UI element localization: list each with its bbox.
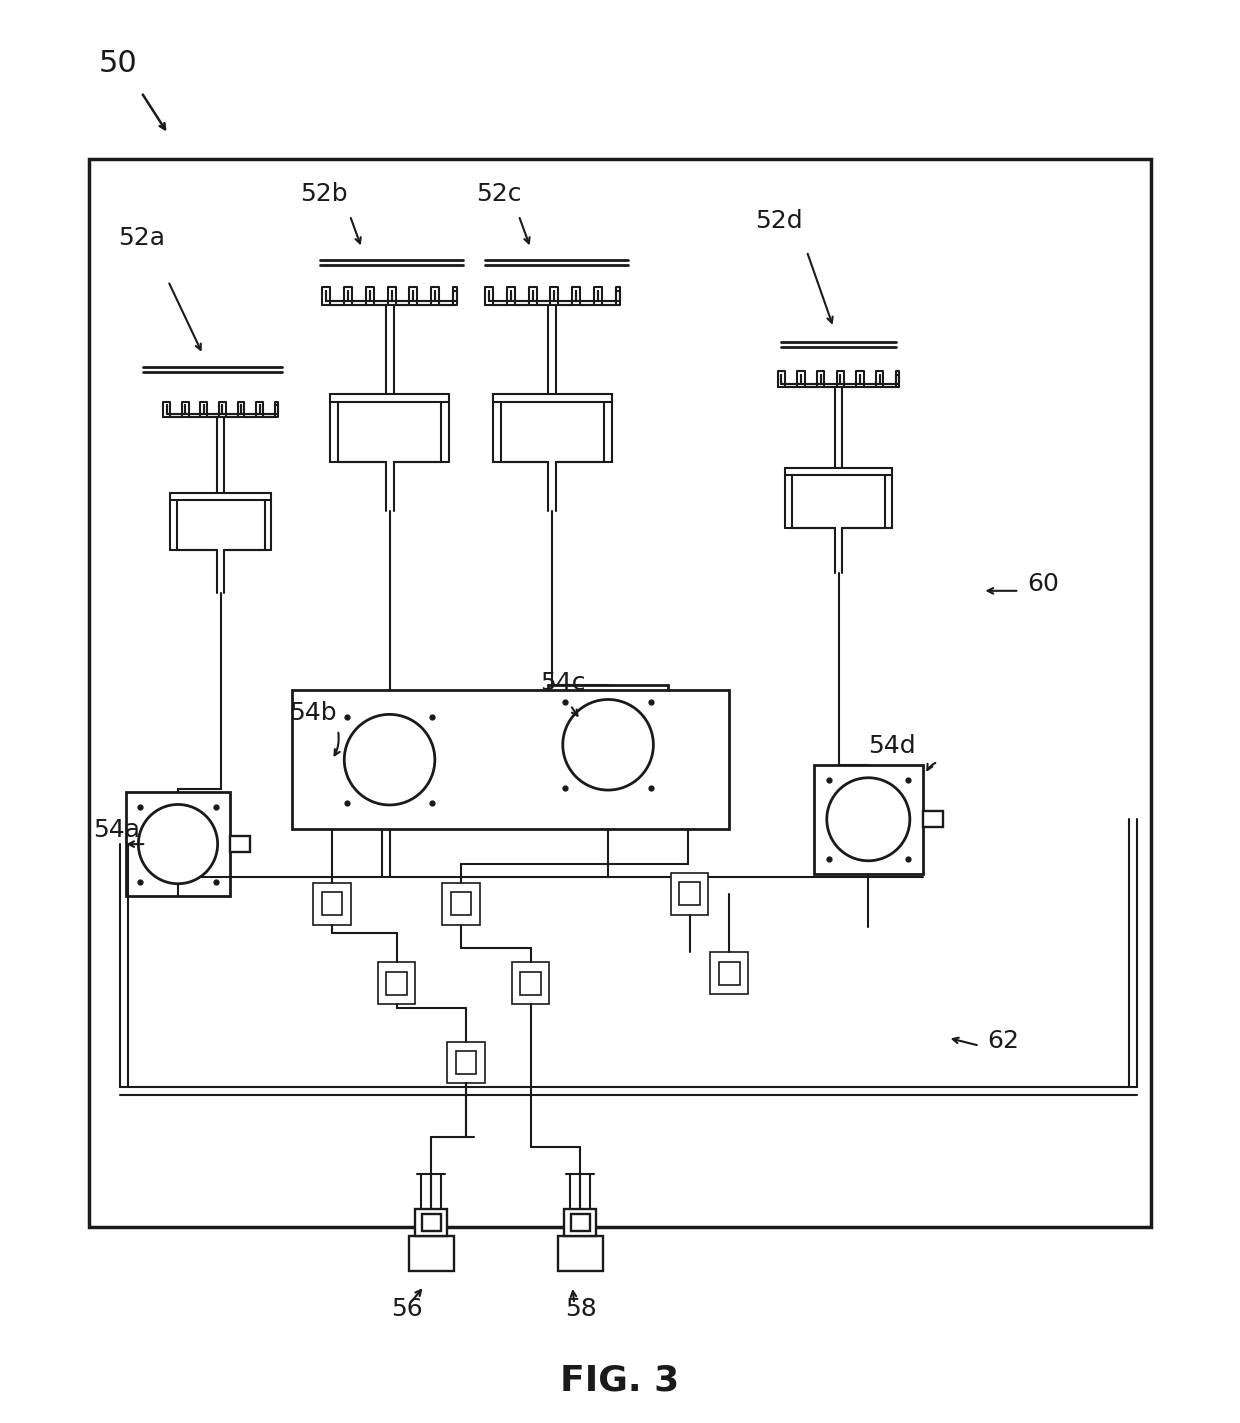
Text: 52d: 52d [755,209,802,233]
Bar [415,1208,448,1237]
Text: 52b: 52b [300,182,347,206]
Bar [558,1237,603,1271]
Bar [88,159,1152,1227]
Text: 50: 50 [98,50,138,78]
Bar [321,892,342,915]
Bar [125,793,231,896]
Bar [570,1214,590,1231]
Text: 54d: 54d [868,734,916,757]
Bar [923,811,942,827]
Text: 58: 58 [565,1296,598,1321]
Bar [231,837,250,852]
Circle shape [827,778,910,861]
Bar [719,962,739,985]
Text: 54b: 54b [289,702,337,724]
Bar [667,737,687,753]
Text: 54a: 54a [93,818,140,842]
Bar [422,1214,440,1231]
Bar [409,1237,454,1271]
Bar [564,1208,596,1237]
Bar [813,764,923,874]
Bar [512,962,549,1005]
Text: 62: 62 [987,1029,1019,1053]
Text: 54c: 54c [541,672,587,696]
Text: 52c: 52c [476,182,522,206]
Bar [443,882,480,925]
Circle shape [345,714,435,805]
Bar [386,972,407,995]
Bar [671,872,708,915]
Bar [312,882,351,925]
Bar [455,1052,476,1074]
Text: 56: 56 [392,1296,423,1321]
Bar [548,686,667,804]
Bar [450,892,471,915]
Bar [448,1042,485,1083]
Bar [521,972,541,995]
Bar [378,962,415,1005]
Bar [449,751,469,767]
Text: 52a: 52a [118,226,165,250]
Circle shape [563,700,653,790]
Text: FIG. 3: FIG. 3 [560,1363,680,1397]
Circle shape [139,804,218,884]
Bar [293,690,729,830]
Bar [680,882,699,905]
Bar [711,952,748,995]
Bar [330,700,449,820]
Text: 60: 60 [1027,572,1059,596]
